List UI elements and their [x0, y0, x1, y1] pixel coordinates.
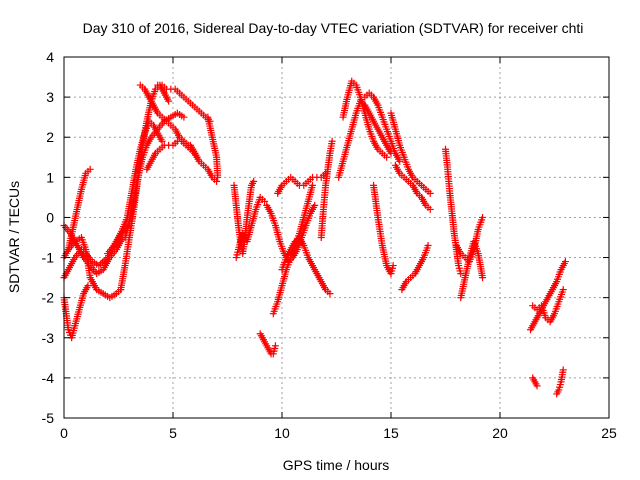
series-arc-13 — [204, 113, 222, 181]
data-point — [424, 242, 432, 250]
y-tick-label: -3 — [42, 330, 55, 346]
y-tick-label: -5 — [42, 410, 55, 426]
series-arc-24 — [361, 89, 404, 165]
data-point — [559, 366, 567, 374]
data-point — [479, 274, 487, 282]
data-point — [561, 258, 569, 266]
data-markers — [60, 77, 569, 398]
data-point — [479, 213, 487, 221]
series-arc-35 — [553, 366, 567, 398]
data-point — [261, 197, 269, 205]
y-tick-labels: -5 -4 -3 -2 -1 0 1 2 3 4 — [42, 49, 55, 426]
y-axis-label: SDTVAR / TECUs — [6, 181, 22, 293]
series-arc-6 — [104, 117, 166, 258]
x-tick-label: 0 — [60, 425, 68, 441]
data-point — [214, 173, 222, 181]
series-arc-3 — [60, 282, 92, 342]
series-arc-21 — [317, 137, 336, 241]
x-tick-label: 25 — [601, 425, 617, 441]
data-point — [389, 262, 397, 270]
gridlines — [64, 57, 609, 418]
x-tick-label: 15 — [383, 425, 399, 441]
plot-frame — [63, 56, 610, 419]
x-tick-label: 5 — [169, 425, 177, 441]
series-arc-26 — [387, 109, 434, 197]
x-tick-labels: 0 5 10 15 20 25 — [60, 425, 617, 441]
series-arc-20 — [278, 234, 334, 298]
y-tick-label: -4 — [42, 370, 55, 386]
series-arc-15 — [232, 193, 269, 262]
data-point — [383, 153, 391, 161]
series-arc-34 — [529, 374, 541, 390]
data-point — [165, 97, 173, 105]
y-tick-label: -1 — [42, 250, 55, 266]
data-point — [309, 181, 317, 189]
x-axis-label: GPS time / hours — [283, 457, 390, 473]
series-arc-14 — [230, 177, 258, 258]
series-arc-31 — [457, 238, 487, 302]
y-tick-label: 1 — [46, 169, 54, 185]
y-tick-label: 3 — [46, 89, 54, 105]
series-arc-16 — [256, 330, 279, 358]
data-point — [326, 290, 334, 298]
series-arc-22 — [335, 97, 395, 181]
series-arc-27 — [398, 242, 432, 294]
series-arc-12 — [186, 141, 221, 185]
data-point — [84, 282, 92, 290]
y-tick-label: 0 — [46, 209, 54, 225]
series-arc-25 — [370, 181, 397, 278]
data-point — [158, 137, 166, 145]
y-tick-label: 2 — [46, 129, 54, 145]
data-point — [180, 113, 188, 121]
data-point — [250, 177, 258, 185]
data-point — [396, 157, 404, 165]
y-tick-label: 4 — [46, 49, 54, 65]
series-arc-23 — [339, 77, 391, 161]
series-arc-7 — [117, 81, 173, 294]
data-point — [213, 177, 221, 185]
axis-ticks — [63, 56, 610, 419]
data-point — [328, 137, 336, 145]
x-tick-label: 20 — [492, 425, 508, 441]
data-point — [533, 382, 541, 390]
chart-title: Day 310 of 2016, Sidereal Day-to-day VTE… — [83, 20, 584, 36]
series-arc-5 — [64, 234, 125, 302]
x-tick-label: 10 — [274, 425, 290, 441]
data-point — [271, 342, 279, 350]
series-arc-33 — [529, 286, 567, 326]
data-point — [559, 286, 567, 294]
y-tick-label: -2 — [42, 290, 55, 306]
data-point — [426, 189, 434, 197]
data-point — [311, 201, 319, 209]
data-point — [86, 165, 94, 173]
series-arc-19 — [274, 169, 330, 197]
series-arc-29 — [442, 145, 465, 278]
series-arc-28 — [391, 161, 434, 213]
data-point — [426, 205, 434, 213]
